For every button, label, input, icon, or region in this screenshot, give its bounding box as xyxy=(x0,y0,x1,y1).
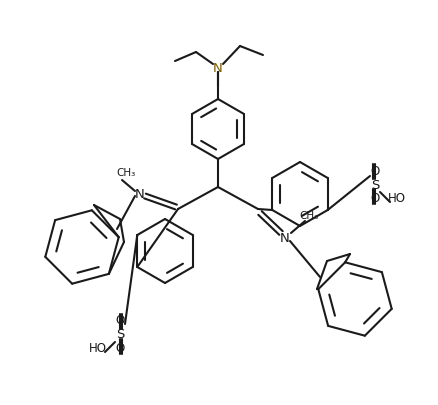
Text: HO: HO xyxy=(388,192,406,205)
Text: CH₃: CH₃ xyxy=(117,168,136,177)
Text: O: O xyxy=(371,164,380,177)
Text: O: O xyxy=(115,342,125,355)
Text: O: O xyxy=(115,314,125,327)
Text: N: N xyxy=(280,231,290,244)
Text: N: N xyxy=(213,61,223,74)
Text: S: S xyxy=(371,178,379,191)
Text: S: S xyxy=(116,328,124,341)
Text: N: N xyxy=(135,188,145,201)
Text: O: O xyxy=(371,192,380,205)
Text: HO: HO xyxy=(89,342,107,355)
Text: CH₃: CH₃ xyxy=(300,211,318,220)
